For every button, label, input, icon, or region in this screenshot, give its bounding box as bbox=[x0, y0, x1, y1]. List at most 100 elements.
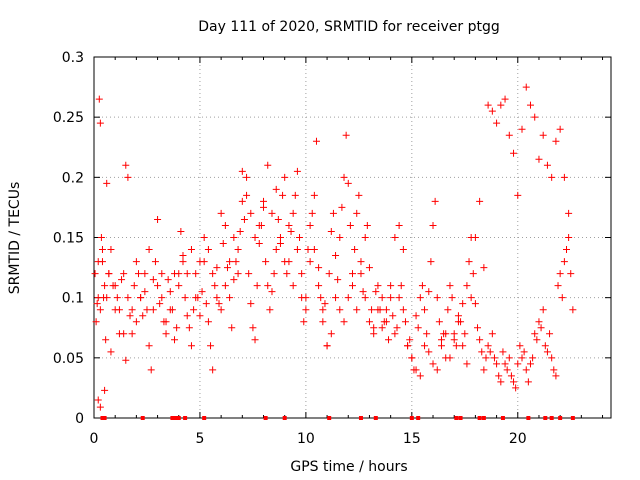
data-point bbox=[539, 306, 547, 314]
data-point bbox=[425, 288, 433, 296]
data-point bbox=[387, 282, 395, 290]
data-point bbox=[209, 366, 217, 374]
data-point bbox=[196, 312, 204, 320]
data-point bbox=[270, 270, 278, 278]
data-point bbox=[336, 306, 344, 314]
data-point bbox=[264, 161, 272, 169]
data-point bbox=[319, 306, 327, 314]
data-point bbox=[96, 403, 104, 411]
data-point bbox=[368, 306, 376, 314]
data-point bbox=[454, 318, 462, 326]
data-point bbox=[565, 209, 573, 217]
data-point bbox=[171, 270, 179, 278]
data-point bbox=[459, 300, 467, 308]
data-point bbox=[378, 294, 386, 302]
data-point bbox=[478, 348, 486, 356]
data-point bbox=[353, 209, 361, 217]
data-point bbox=[418, 282, 426, 290]
data-point bbox=[276, 240, 284, 248]
y-tick-label: 0 bbox=[75, 411, 84, 427]
data-point bbox=[221, 282, 229, 290]
bottom-mark bbox=[549, 416, 554, 420]
data-point bbox=[450, 330, 458, 338]
data-point bbox=[471, 300, 479, 308]
data-point bbox=[548, 173, 556, 181]
data-point bbox=[149, 306, 157, 314]
data-point bbox=[556, 270, 564, 278]
data-point bbox=[147, 366, 155, 374]
data-point bbox=[213, 294, 221, 302]
data-point bbox=[130, 282, 138, 290]
data-point bbox=[226, 258, 234, 266]
data-point bbox=[154, 282, 162, 290]
data-point bbox=[499, 348, 507, 356]
data-point bbox=[221, 221, 229, 229]
data-point bbox=[164, 276, 172, 284]
y-axis-ticks: 0 0.05 0.1 0.15 0.2 0.25 0.3 bbox=[53, 50, 611, 427]
data-point bbox=[497, 378, 505, 386]
data-point bbox=[319, 318, 327, 326]
data-point bbox=[185, 324, 193, 332]
data-point bbox=[101, 282, 109, 290]
data-point bbox=[344, 294, 352, 302]
data-point bbox=[505, 131, 513, 139]
data-point bbox=[93, 300, 101, 308]
data-point bbox=[414, 324, 422, 332]
bottom-mark bbox=[454, 416, 459, 420]
data-point bbox=[245, 270, 253, 278]
data-point bbox=[268, 288, 276, 296]
data-point bbox=[124, 173, 132, 181]
data-point bbox=[190, 306, 198, 314]
data-point bbox=[291, 191, 299, 199]
data-point bbox=[514, 191, 522, 199]
data-point bbox=[213, 264, 221, 272]
data-point bbox=[526, 360, 534, 368]
data-point bbox=[323, 342, 331, 350]
data-point bbox=[423, 330, 431, 338]
data-point bbox=[268, 209, 276, 217]
data-point bbox=[514, 360, 522, 368]
data-point bbox=[124, 294, 132, 302]
data-point bbox=[230, 276, 238, 284]
data-point bbox=[401, 318, 409, 326]
data-point bbox=[353, 306, 361, 314]
data-point bbox=[310, 246, 318, 254]
data-point bbox=[332, 294, 340, 302]
data-point bbox=[209, 270, 217, 278]
data-point bbox=[145, 342, 153, 350]
data-point bbox=[535, 155, 543, 163]
data-point bbox=[408, 354, 416, 362]
data-point bbox=[543, 348, 551, 356]
data-point bbox=[111, 282, 119, 290]
data-point bbox=[484, 101, 492, 109]
data-point bbox=[480, 264, 488, 272]
data-point bbox=[327, 227, 335, 235]
data-point bbox=[285, 221, 293, 229]
data-point bbox=[94, 396, 102, 404]
data-point bbox=[196, 258, 204, 266]
data-point bbox=[102, 336, 110, 344]
bottom-mark bbox=[543, 416, 548, 420]
data-point bbox=[471, 234, 479, 241]
bottom-mark bbox=[409, 416, 414, 420]
data-point bbox=[522, 366, 530, 374]
data-point bbox=[207, 342, 215, 350]
data-point bbox=[107, 348, 115, 356]
data-point bbox=[97, 234, 105, 241]
data-point bbox=[202, 300, 210, 308]
bottom-mark bbox=[202, 416, 207, 420]
data-point bbox=[272, 185, 280, 193]
data-point bbox=[395, 294, 403, 302]
data-point bbox=[340, 318, 348, 326]
data-point bbox=[240, 215, 248, 223]
data-point bbox=[264, 282, 272, 290]
bottom-mark bbox=[176, 416, 181, 420]
data-point bbox=[96, 119, 104, 127]
data-point bbox=[382, 318, 390, 326]
data-point bbox=[412, 366, 420, 374]
data-point bbox=[166, 306, 174, 314]
data-point bbox=[452, 342, 460, 350]
data-point bbox=[120, 330, 128, 338]
bottom-mark bbox=[170, 416, 175, 420]
data-point bbox=[122, 161, 130, 169]
